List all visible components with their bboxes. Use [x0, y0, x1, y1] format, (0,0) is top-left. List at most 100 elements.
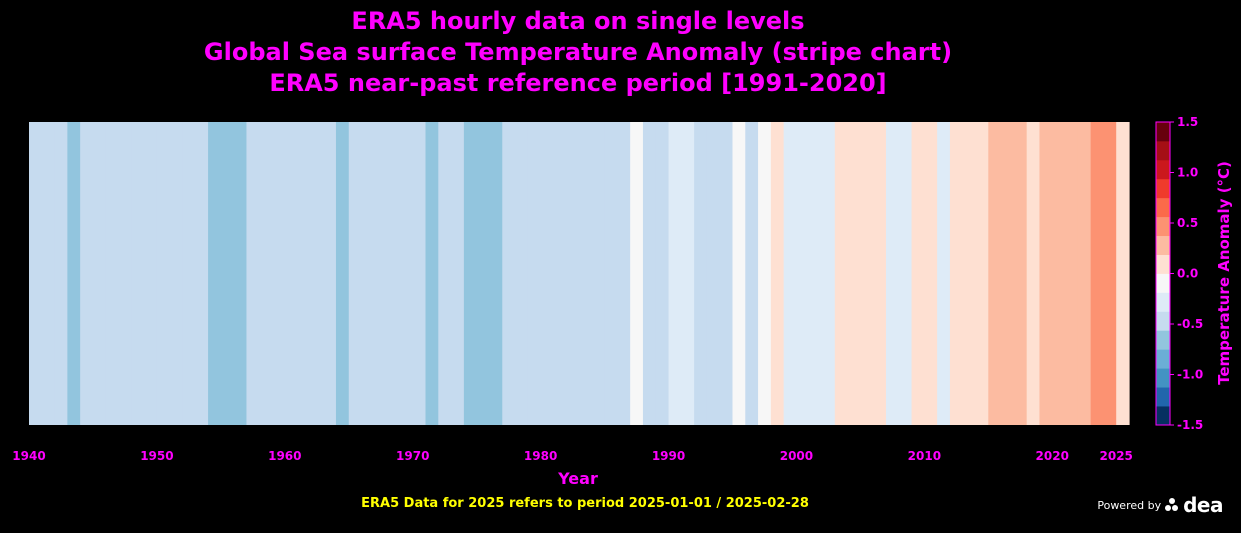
stripe-1951: [169, 122, 184, 425]
stripe-1971: [425, 122, 439, 425]
stripe-1965: [348, 122, 363, 425]
colorbar-segment: [1156, 159, 1170, 180]
stripe-1988: [642, 122, 657, 425]
colorbar-segment: [1156, 122, 1170, 142]
stripe-2008: [898, 122, 913, 425]
stripe-2009: [911, 122, 925, 425]
stripe-1958: [259, 122, 273, 425]
stripe-1966: [361, 122, 375, 425]
x-axis-label: Year: [557, 469, 598, 488]
stripe-1947: [118, 122, 132, 425]
stripe-1970: [412, 122, 427, 425]
powered-by-label: Powered by: [1097, 498, 1162, 512]
colorbar-tick-label: 1.0: [1177, 166, 1198, 180]
stripe-1943: [67, 122, 81, 425]
stripe-1962: [310, 122, 324, 425]
stripe-1984: [591, 122, 606, 425]
stripe-1975: [476, 122, 491, 425]
colorbar-tick-label: 1.5: [1177, 115, 1198, 129]
stripe-1957: [246, 122, 260, 425]
data-period-footnote: ERA5 Data for 2025 refers to period 2025…: [361, 496, 809, 511]
colorbar-segment: [1156, 197, 1170, 218]
stripe-2002: [822, 122, 836, 425]
x-tick-label: 2010: [908, 449, 941, 463]
stripe-1969: [399, 122, 414, 425]
stripe-1972: [438, 122, 452, 425]
stripe-2000: [796, 122, 810, 425]
x-tick-label: 1950: [140, 449, 173, 463]
stripe-2015: [988, 122, 1002, 425]
colorbar-segment: [1156, 216, 1170, 237]
stripe-2006: [873, 122, 887, 425]
stripe-2016: [1001, 122, 1015, 425]
colorbar-tick-label: -1.0: [1177, 368, 1203, 382]
colorbar: [1155, 121, 1171, 426]
colorbar-segment: [1156, 406, 1170, 426]
stripe-1948: [131, 122, 145, 425]
stripe-1954: [208, 122, 222, 425]
x-tick-label: 1980: [524, 449, 557, 463]
stripe-1952: [182, 122, 196, 425]
stripe-1956: [233, 122, 248, 425]
colorbar-segment: [1156, 330, 1170, 350]
stripe-1959: [272, 122, 286, 425]
stripe-1979: [527, 122, 542, 425]
stripe-1991: [681, 122, 695, 425]
colorbar-tick-label: 0.5: [1177, 216, 1198, 230]
colorbar-segment: [1156, 311, 1170, 331]
stripe-1986: [617, 122, 631, 425]
stripe-2005: [860, 122, 874, 425]
stripe-2010: [924, 122, 938, 425]
stripe-2022: [1077, 122, 1092, 425]
stripe-1946: [105, 122, 120, 425]
stripe-1994: [719, 122, 734, 425]
stripe-1955: [220, 122, 235, 425]
colorbar-segment: [1156, 254, 1170, 274]
stripe-2001: [809, 122, 823, 425]
chart-title-line-2: Global Sea surface Temperature Anomaly (…: [203, 38, 953, 66]
stripe-1996: [745, 122, 759, 425]
stripe-1998: [770, 122, 785, 425]
stripe-1964: [335, 122, 350, 425]
stripes-group: [29, 122, 1130, 425]
stripe-1960: [284, 122, 299, 425]
stripe-1950: [156, 122, 171, 425]
chart-title-line-1: ERA5 hourly data on single levels: [351, 7, 805, 35]
stripe-1999: [783, 122, 798, 425]
stripe-1940: [29, 122, 43, 425]
stripe-1945: [92, 122, 107, 425]
stripe-1982: [566, 122, 580, 425]
stripe-1995: [732, 122, 746, 425]
stripe-1968: [387, 122, 401, 425]
stripe-1981: [553, 122, 567, 425]
stripe-1973: [451, 122, 465, 425]
stripe-1989: [655, 122, 670, 425]
stripe-1949: [144, 122, 158, 425]
stripe-2025: [1116, 122, 1130, 425]
powered-by[interactable]: Powered by dea: [1097, 493, 1223, 517]
stripe-2011: [937, 122, 951, 425]
stripe-2003: [834, 122, 849, 425]
stripe-2019: [1039, 122, 1053, 425]
colorbar-label: Temperature Anomaly (°C): [1215, 161, 1233, 385]
stripe-1963: [323, 122, 337, 425]
stripe-1953: [195, 122, 209, 425]
colorbar-ticks: -1.5 -1.0 -0.5 0.0 0.5 1.0 1.5: [1170, 115, 1203, 432]
stripe-1976: [489, 122, 503, 425]
x-tick-label: 2000: [780, 449, 813, 463]
stripe-2023: [1090, 122, 1105, 425]
stripe-2013: [962, 122, 977, 425]
stripe-1992: [694, 122, 708, 425]
stripe-1977: [502, 122, 516, 425]
stripe-1990: [668, 122, 682, 425]
stripe-1967: [374, 122, 388, 425]
x-axis-ticks: 1940 1950 1960 1970 1980 1990 2000 2010 2020 2025: [12, 449, 1133, 463]
stripe-1978: [515, 122, 529, 425]
x-tick-label: 1970: [396, 449, 429, 463]
stripe-2017: [1013, 122, 1028, 425]
stripe-2021: [1065, 122, 1079, 425]
x-tick-label: 1990: [652, 449, 685, 463]
stripe-1983: [579, 122, 593, 425]
colorbar-segment: [1156, 387, 1170, 407]
colorbar-segment: [1156, 292, 1170, 312]
